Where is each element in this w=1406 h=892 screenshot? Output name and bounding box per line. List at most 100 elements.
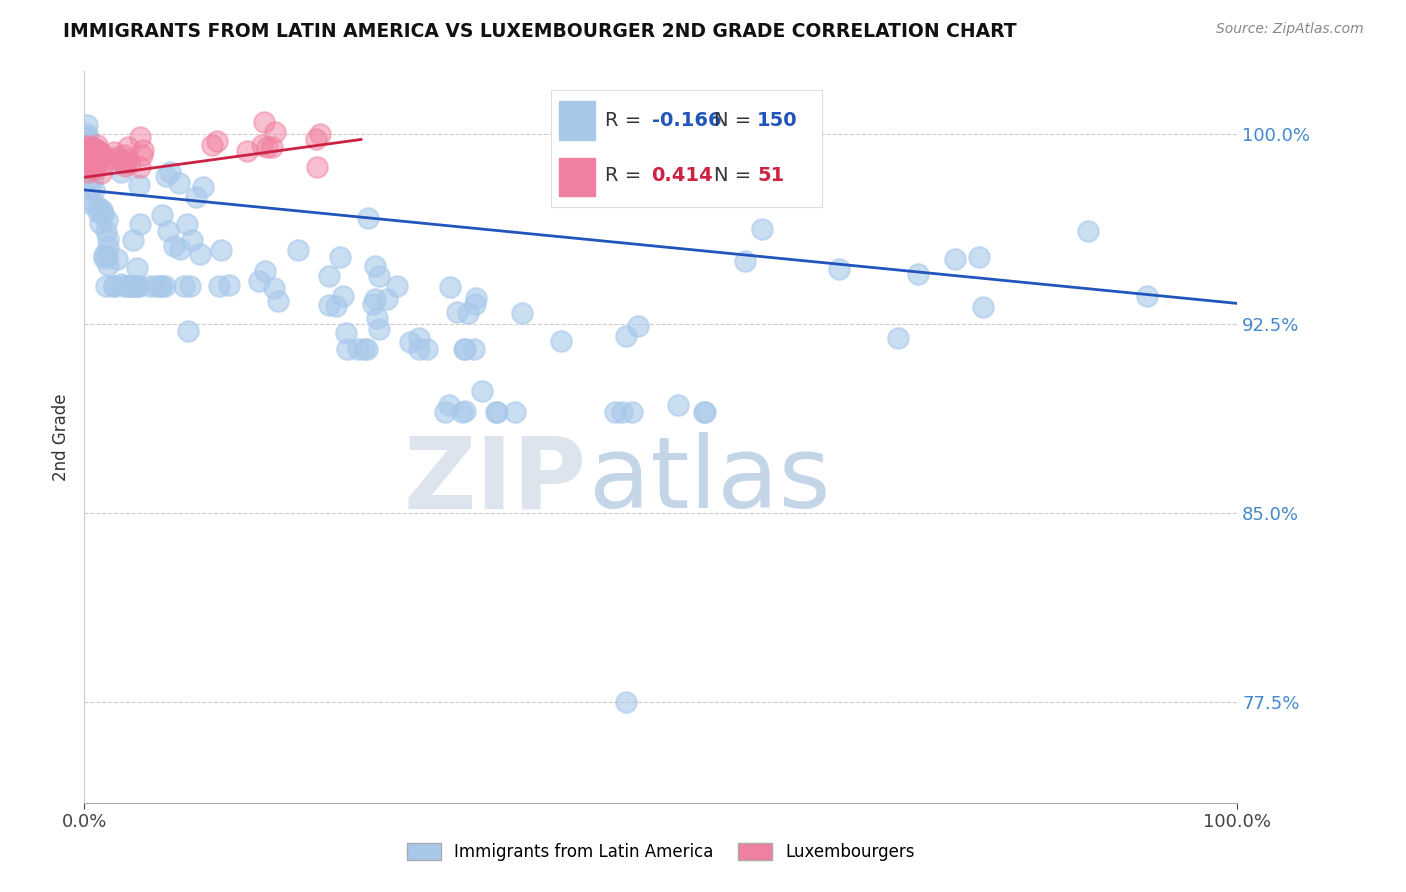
Y-axis label: 2nd Grade: 2nd Grade (52, 393, 70, 481)
Point (87, 205, 110, 219)
Point (82, 153, 104, 168)
Point (76, 140, 98, 154)
Point (446, 305, 468, 319)
Point (76, 165, 98, 179)
Point (191, 179, 214, 194)
Point (177, 324, 200, 338)
Point (76, 143, 98, 157)
Point (734, 254, 756, 268)
Point (82, 156, 104, 170)
Text: atlas: atlas (589, 433, 831, 530)
Point (86, 155, 108, 169)
Point (124, 278, 146, 293)
Point (96, 212, 118, 227)
Point (385, 279, 408, 293)
Point (375, 292, 398, 306)
Point (179, 278, 201, 293)
Point (93, 248, 115, 262)
Point (201, 138, 224, 153)
Point (149, 278, 172, 293)
Point (94, 224, 117, 238)
Point (368, 322, 391, 336)
Point (169, 243, 191, 257)
Point (208, 278, 231, 293)
Point (1076, 224, 1098, 238)
Point (363, 297, 385, 311)
Point (80, 160, 103, 174)
Point (114, 159, 136, 173)
Point (188, 247, 211, 261)
Point (90, 205, 112, 219)
Point (129, 129, 152, 144)
Point (76, 159, 98, 173)
Point (117, 139, 139, 153)
Point (117, 153, 139, 167)
Point (828, 261, 851, 276)
Point (408, 342, 430, 356)
Point (82, 142, 104, 156)
Point (367, 269, 389, 284)
Point (263, 281, 285, 295)
Point (451, 405, 474, 419)
Point (96, 249, 118, 263)
Point (125, 261, 148, 276)
Point (128, 278, 150, 293)
Point (180, 233, 202, 247)
Point (693, 405, 716, 419)
Point (453, 342, 475, 356)
Point (76, 148, 98, 162)
Point (485, 405, 508, 419)
Point (121, 233, 143, 247)
Point (86, 143, 108, 157)
Point (627, 319, 650, 334)
Point (173, 278, 195, 293)
Point (972, 300, 994, 314)
Point (105, 252, 128, 266)
Point (603, 405, 626, 419)
Point (356, 342, 378, 356)
Point (110, 165, 132, 179)
Point (139, 278, 162, 293)
Point (83, 149, 105, 163)
Point (84, 144, 107, 158)
Point (253, 264, 276, 278)
Point (121, 278, 143, 293)
Point (114, 156, 136, 170)
Point (103, 278, 125, 293)
Point (364, 259, 387, 273)
Text: IMMIGRANTS FROM LATIN AMERICA VS LUXEMBOURGER 2ND GRADE CORRELATION CHART: IMMIGRANTS FROM LATIN AMERICA VS LUXEMBO… (63, 22, 1017, 41)
Point (336, 342, 359, 356)
Point (79, 141, 101, 155)
Point (76, 128, 98, 142)
Point (84, 161, 107, 175)
Point (96, 240, 118, 254)
Point (512, 306, 534, 320)
Point (693, 405, 716, 419)
Point (287, 244, 309, 258)
Point (79, 180, 101, 194)
Point (433, 405, 456, 419)
Point (76, 148, 98, 162)
Point (621, 405, 644, 419)
Point (77, 155, 100, 169)
Legend: Immigrants from Latin America, Luxembourgers: Immigrants from Latin America, Luxembour… (401, 836, 921, 868)
Point (83, 160, 105, 174)
Point (399, 334, 422, 349)
Point (131, 147, 153, 161)
Point (129, 218, 152, 232)
Point (103, 278, 125, 293)
Point (97, 232, 120, 246)
Point (335, 326, 357, 340)
Point (463, 342, 485, 356)
Point (114, 148, 136, 162)
Point (332, 288, 354, 302)
Point (82, 170, 104, 185)
Point (247, 274, 270, 288)
Point (87, 200, 110, 214)
Point (163, 239, 186, 253)
Point (76, 118, 98, 132)
Point (121, 278, 143, 293)
Point (112, 278, 135, 293)
Point (80, 153, 103, 167)
Point (205, 134, 228, 148)
